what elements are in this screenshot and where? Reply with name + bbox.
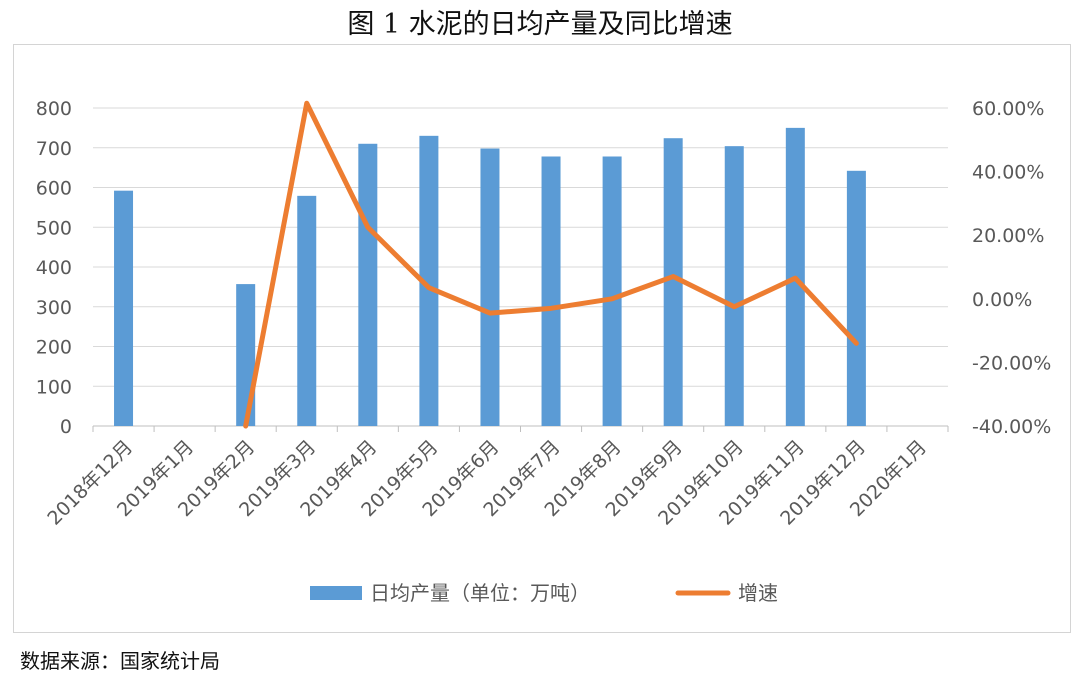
y-left-tick-label: 100 [36,376,72,398]
y-right-tick-label: 40.00% [972,162,1044,184]
bar-2019年8月 [602,156,622,426]
y-right-tick-label: 20.00% [972,225,1044,247]
y-right-tick-label: -20.00% [972,352,1051,374]
bar-2019年9月 [663,138,683,426]
y-left-tick-label: 0 [60,416,72,438]
y-left-tick-label: 700 [36,138,72,160]
bar-2019年4月 [358,143,378,426]
legend-bar-swatch [310,586,362,600]
y-left-tick-label: 200 [36,337,72,359]
y-left-tick-label: 600 [36,178,72,200]
y-left-tick-label: 400 [36,257,72,279]
bar-2019年10月 [724,146,744,426]
legend-line-label: 增速 [738,581,778,605]
chart-title: 图 1 水泥的日均产量及同比增速 [347,9,733,40]
source-note: 数据来源：国家统计局 [20,649,220,673]
y-left-tick-label: 500 [36,217,72,239]
legend-bar-label: 日均产量（单位：万吨） [370,581,590,605]
bar-2019年3月 [297,195,317,426]
y-right-tick-label: 60.00% [972,98,1044,120]
y-right-tick-label: 0.00% [972,289,1032,311]
bar-2019年2月 [236,284,256,426]
bar-2019年5月 [419,135,439,426]
bar-2019年7月 [541,156,561,426]
chart-frame [13,44,1071,633]
bar-2018年12月 [114,190,134,426]
y-left-tick-label: 800 [36,98,72,120]
bar-2019年6月 [480,148,500,427]
y-right-tick-label: -40.00% [972,416,1051,438]
y-left-tick-label: 300 [36,297,72,319]
bar-2019年12月 [846,170,866,426]
